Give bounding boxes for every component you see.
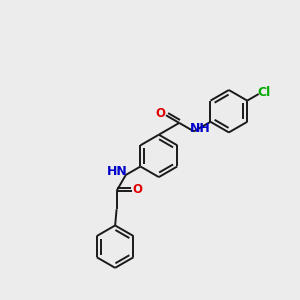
Text: O: O [156,107,166,120]
Text: O: O [133,183,143,196]
Text: NH: NH [190,122,211,135]
Text: Cl: Cl [257,86,271,99]
Text: HN: HN [107,165,128,178]
